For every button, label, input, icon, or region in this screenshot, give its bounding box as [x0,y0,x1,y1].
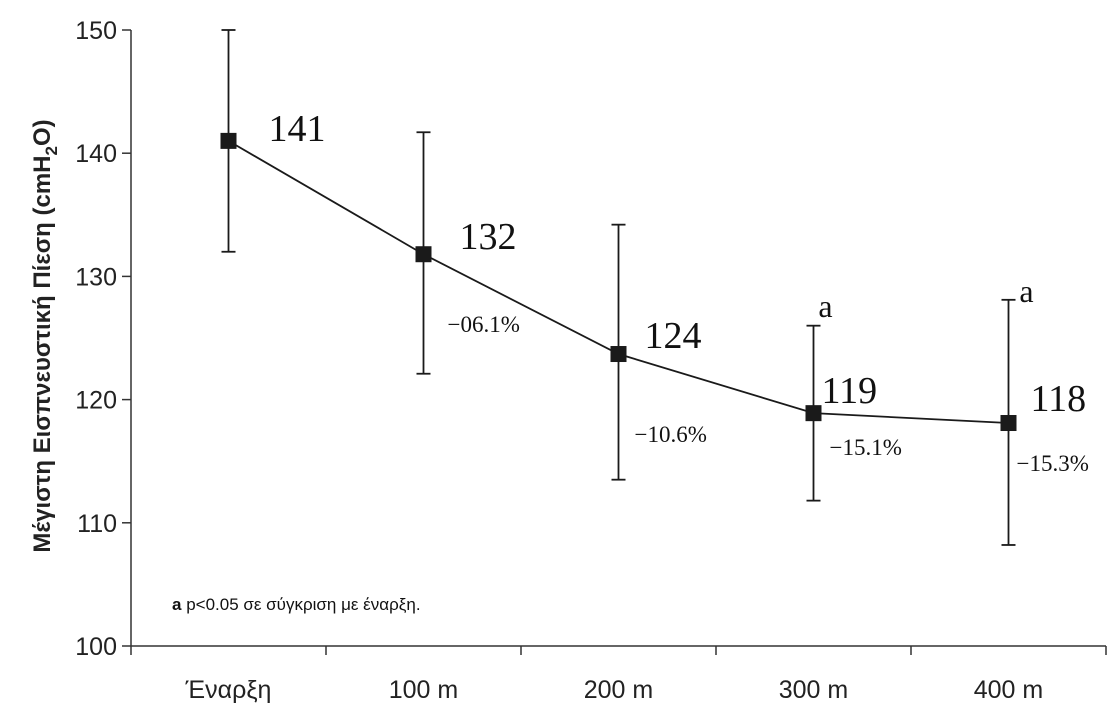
y-tick-label: 100 [75,633,117,661]
data-point [220,132,237,149]
y-axis-label-end: O) [29,119,56,146]
axes: 100 110 120 130 140 150 Έναρξη 100 m 200 m 300 m 4… [75,17,1107,704]
value-label: 132 [460,216,517,258]
svg-text:Μέγιστη Εισπνευστική Πίεση (cm: Μέγιστη Εισπνευστική Πίεση (cmH2O) [29,119,61,552]
percent-change-label: −15.3% [1017,451,1089,476]
error-bars [221,29,1016,546]
y-tick-label: 130 [75,263,117,291]
significance-marker: a [818,288,832,324]
footnote-text: p<0.05 σε σύγκριση με έναρξη. [181,595,420,614]
percent-change-label: −06.1% [448,312,520,337]
y-axis-label-main: Μέγιστη Εισπνευστική Πίεση (cmH [29,156,56,553]
value-label: 141 [269,108,326,150]
x-tick-label: 300 m [779,676,848,704]
value-label: 118 [1031,378,1087,420]
x-tick-label: Έναρξη [185,676,272,704]
y-axis-label: Μέγιστη Εισπνευστική Πίεση (cmH2O) [29,119,61,552]
value-label: 119 [822,370,878,412]
data-point [1000,415,1017,432]
percent-change-label: −15.1% [830,435,902,460]
x-tick-label: 400 m [974,676,1043,704]
value-label: 124 [645,315,702,357]
data-point [805,405,822,422]
percent-change-label: −10.6% [635,422,707,447]
markers [220,132,1017,432]
x-tick-label: 100 m [389,676,458,704]
y-tick-label: 120 [75,387,117,415]
y-tick-label: 140 [75,140,117,168]
y-axis-label-subscript: 2 [42,146,61,155]
svg-text:a p<0.05 σε σύγκριση με έναρξη: a p<0.05 σε σύγκριση με έναρξη. [172,595,421,614]
significance-marker: a [1019,273,1033,309]
footnote: a p<0.05 σε σύγκριση με έναρξη. [172,595,421,614]
data-labels: 141 132 −06.1% 124 −10.6% 119 −15.1% a 118 −15.3%… [269,108,1089,476]
footnote-marker: a [172,595,182,614]
x-tick-label: 200 m [584,676,653,704]
data-point [415,246,432,263]
y-tick-label: 110 [77,510,117,538]
y-tick-label: 150 [75,17,117,45]
data-point [610,346,627,363]
